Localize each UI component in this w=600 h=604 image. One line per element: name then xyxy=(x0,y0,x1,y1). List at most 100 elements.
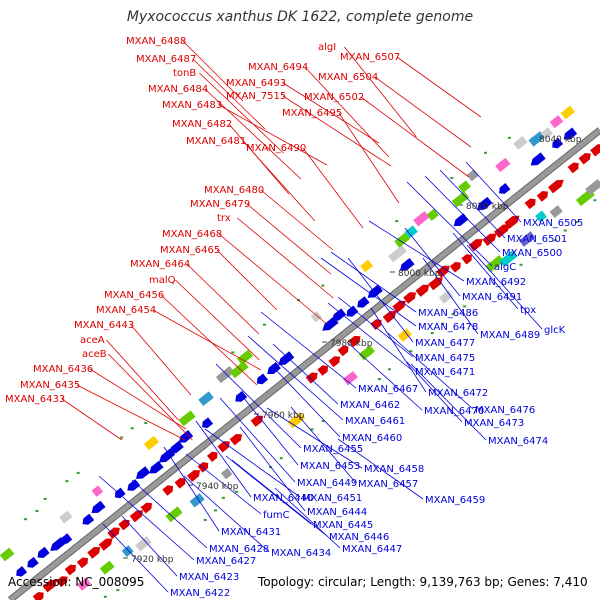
forward-gene-label: aceB xyxy=(82,349,107,360)
reverse-leader-line xyxy=(185,453,262,515)
marker-tick xyxy=(451,313,455,316)
marker-tick xyxy=(395,220,399,223)
reverse-gene-label: MXAN_6476 xyxy=(475,405,535,416)
reverse-gene-arrow xyxy=(563,127,578,140)
reverse-gene-label: MXAN_6486 xyxy=(418,308,478,319)
marker-tick xyxy=(367,387,371,390)
marker-tick xyxy=(450,176,454,179)
forward-gene-arrow xyxy=(317,365,328,376)
forward-leader-line xyxy=(182,40,244,102)
reverse-gene-label: MXAN_6501 xyxy=(507,234,567,245)
reverse-gene-arrow xyxy=(178,430,194,443)
reverse-gene-label: MXAN_6446 xyxy=(329,532,389,543)
reverse-feature-box xyxy=(360,259,373,273)
forward-leader-line xyxy=(108,353,193,441)
forward-feature-box xyxy=(189,493,205,508)
marker-tick xyxy=(430,332,434,335)
forward-feature-box xyxy=(342,371,358,386)
forward-feature-box xyxy=(165,506,183,523)
reverse-gene-arrow xyxy=(135,466,151,479)
forward-gene-label: aceA xyxy=(80,335,105,346)
forward-gene-arrow xyxy=(140,502,152,514)
reverse-gene-label: MXAN_6460 xyxy=(342,433,402,444)
reverse-gene-arrow xyxy=(37,546,50,559)
forward-leader-line xyxy=(160,294,258,386)
forward-gene-label: MXAN_6468 xyxy=(162,229,222,240)
forward-gene-label: MXAN_6487 xyxy=(136,54,196,65)
reverse-leader-line xyxy=(370,307,427,393)
marker-tick xyxy=(116,589,120,592)
reverse-leader-line xyxy=(439,169,506,239)
reverse-gene-arrow xyxy=(278,351,295,366)
reverse-feature-box xyxy=(178,410,196,427)
marker-tick xyxy=(279,457,283,460)
forward-gene-arrow xyxy=(348,335,361,348)
reverse-feature-box xyxy=(0,547,15,562)
forward-gene-arrow xyxy=(436,265,450,278)
forward-leader-line xyxy=(242,140,316,222)
reverse-feature-box xyxy=(388,245,407,263)
kbp-label: 8040 kbp xyxy=(539,135,582,145)
forward-gene-arrow xyxy=(174,477,186,489)
reverse-leader-line xyxy=(121,515,178,577)
marker-tick xyxy=(130,427,134,430)
reverse-gene-arrow xyxy=(202,417,214,428)
reverse-feature-box xyxy=(59,510,73,524)
marker-tick xyxy=(563,229,567,232)
forward-leader-line xyxy=(89,368,187,430)
reverse-gene-arrow xyxy=(453,213,469,227)
forward-gene-label: MXAN_6483 xyxy=(162,100,222,111)
forward-gene-arrow xyxy=(305,372,318,384)
forward-feature-box xyxy=(518,231,536,247)
forward-gene-label: MXAN_6493 xyxy=(226,78,286,89)
reverse-feature-box xyxy=(549,115,564,129)
reverse-leader-line xyxy=(163,446,220,532)
forward-gene-arrow xyxy=(382,311,397,324)
reverse-leader-line xyxy=(320,257,417,327)
forward-feature-box xyxy=(535,210,547,223)
reverse-leader-line xyxy=(410,363,487,441)
forward-gene-label: MXAN_6443 xyxy=(74,320,134,331)
reverse-feature-box xyxy=(495,157,511,173)
forward-gene-label: MXAN_6479 xyxy=(190,199,250,210)
map-title: Myxococcus xanthus DK 1622, complete gen… xyxy=(126,9,474,25)
marker-tick xyxy=(262,323,266,326)
marker-tick xyxy=(103,595,107,598)
kbp-label: 7920 kbp xyxy=(131,555,174,565)
reverse-gene-arrow xyxy=(530,152,546,166)
forward-leader-line xyxy=(218,233,328,325)
reverse-leader-line xyxy=(225,455,312,525)
marker-tick xyxy=(231,351,235,354)
kbp-label: 7960 kbp xyxy=(262,411,305,421)
forward-gene-arrow xyxy=(162,485,174,496)
reverse-gene-label: algC xyxy=(494,262,516,273)
marker-tick xyxy=(221,496,225,499)
reverse-leader-line xyxy=(274,487,341,549)
marker-tick xyxy=(507,136,511,139)
reverse-leader-line xyxy=(424,175,501,253)
reverse-leader-line xyxy=(219,397,296,483)
forward-gene-arrow xyxy=(590,144,600,157)
forward-gene-arrow xyxy=(107,527,120,540)
reverse-gene-label: glcK xyxy=(544,325,566,336)
forward-gene-label: MXAN_6436 xyxy=(33,364,93,375)
forward-gene-label: tonB xyxy=(173,68,196,79)
reverse-leader-line xyxy=(242,396,299,466)
forward-gene-label: MXAN_6454 xyxy=(96,305,156,316)
kbp-label: 8020 kbp xyxy=(466,202,509,212)
reverse-feature-box xyxy=(560,105,576,120)
reverse-gene-label: MXAN_6445 xyxy=(313,520,373,531)
forward-gene-label: MXAN_6490 xyxy=(246,143,306,154)
reverse-leader-line xyxy=(98,475,195,561)
forward-gene-label: MXAN_6482 xyxy=(172,119,232,130)
reverse-gene-arrow xyxy=(499,183,511,194)
reverse-gene-arrow xyxy=(16,566,28,577)
reverse-gene-label: MXAN_6474 xyxy=(488,436,548,447)
forward-gene-label: MXAN_6488 xyxy=(126,36,186,47)
reverse-leader-line xyxy=(465,161,522,223)
reverse-gene-label: MXAN_6449 xyxy=(297,478,357,489)
reverse-feature-box xyxy=(451,191,470,208)
marker-tick xyxy=(234,490,238,493)
forward-gene-label: MXAN_6502 xyxy=(304,92,364,103)
forward-gene-arrow xyxy=(129,510,144,523)
